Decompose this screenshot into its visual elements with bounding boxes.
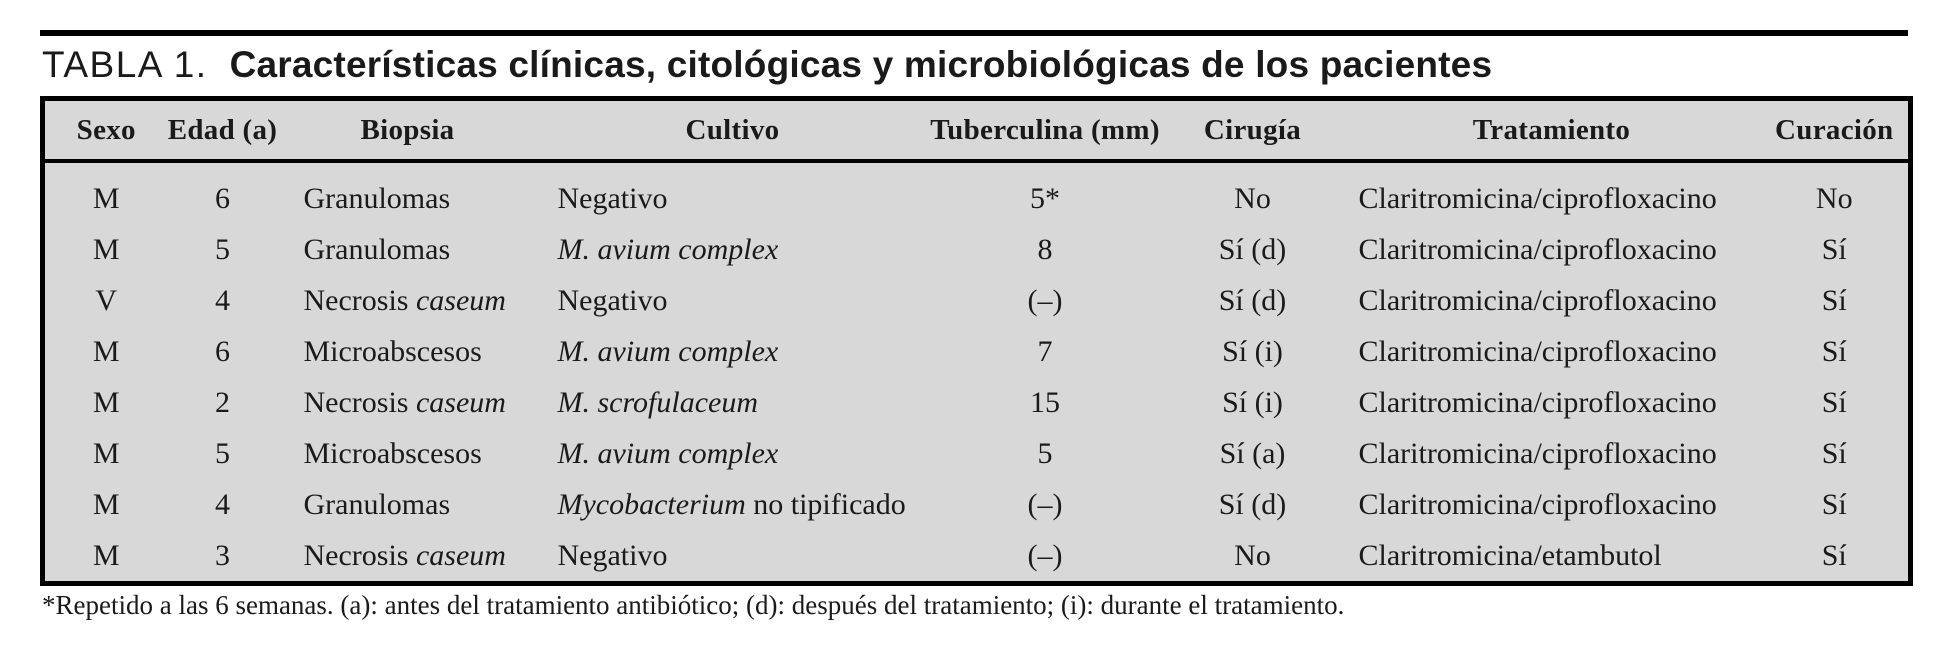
- table-body: M 6 Granulomas Negativo 5* No Claritromicina/c…: [43, 161, 1911, 584]
- table-row: M 6 Granulomas Negativo 5* No Claritromicina/c…: [43, 161, 1911, 224]
- cell-edad: 2: [215, 385, 230, 419]
- table-header-row: Sexo Edad (a) Biopsia Cultivo Tuberculin…: [42, 98, 1911, 163]
- cell-tratamiento: Claritromicina/ciprofloxacino: [1358, 334, 1717, 368]
- cell-cirugia: Sí (i): [1222, 385, 1283, 419]
- table-row: M 6 Microabscesos M. avium complex 7 Sí (i) Cl…: [43, 326, 1911, 377]
- table-row: M 2 Necrosis caseum M. scrofulaceum 15 Sí (i)…: [43, 377, 1911, 428]
- column-header-cultivo: Cultivo: [537, 98, 928, 163]
- cell-cultivo: Negativo: [557, 181, 668, 215]
- cell-tuberculina: 8: [1037, 232, 1053, 266]
- column-header-tuberculina: Tuberculina (mm): [927, 98, 1163, 163]
- cell-tuberculina: (–): [1027, 283, 1063, 317]
- column-header-sexo: Sexo: [42, 98, 168, 163]
- cell-sexo: M: [92, 232, 120, 266]
- cell-tuberculina: 7: [1037, 334, 1053, 368]
- table-row: M 5 Microabscesos M. avium complex 5 Sí (a) Cl…: [43, 428, 1911, 479]
- column-header-cirugia: Cirugía: [1162, 98, 1343, 163]
- cell-cirugia: No: [1234, 181, 1271, 215]
- cell-cirugia: No: [1234, 538, 1271, 572]
- table-row: M 3 Necrosis caseum Negativo (–) No Claritromi…: [43, 530, 1911, 584]
- cell-biopsia: Microabscesos: [303, 334, 482, 368]
- cell-biopsia: Necrosis caseum: [303, 283, 506, 317]
- cell-cultivo: M. scrofulaceum: [557, 385, 759, 419]
- column-header-biopsia: Biopsia: [277, 98, 538, 163]
- cell-sexo: M: [92, 487, 120, 521]
- top-rule: [40, 30, 1908, 36]
- cell-biopsia: Microabscesos: [303, 436, 482, 470]
- table-row: M 5 Granulomas M. avium complex 8 Sí (d) Clari…: [43, 224, 1911, 275]
- cell-biopsia: Granulomas: [303, 232, 451, 266]
- cell-tuberculina: 5: [1037, 436, 1053, 470]
- cell-curacion: Sí: [1821, 436, 1847, 470]
- cell-cirugia: Sí (a): [1219, 436, 1286, 470]
- table-caption: TABLA 1. Características clínicas, citoló…: [42, 42, 1492, 88]
- cell-cultivo: M. avium complex: [557, 436, 779, 470]
- cell-tratamiento: Claritromicina/ciprofloxacino: [1358, 232, 1717, 266]
- table-caption-title: Características clínicas, citológicas y …: [229, 44, 1493, 85]
- cell-curacion: Sí: [1821, 385, 1847, 419]
- cell-sexo: M: [92, 181, 120, 215]
- cell-tratamiento: Claritromicina/ciprofloxacino: [1358, 283, 1717, 317]
- cell-tratamiento: Claritromicina/ciprofloxacino: [1358, 436, 1717, 470]
- cell-sexo: M: [92, 538, 120, 572]
- cell-cirugia: Sí (d): [1218, 487, 1287, 521]
- cell-biopsia: Granulomas: [303, 181, 451, 215]
- cell-tratamiento: Claritromicina/ciprofloxacino: [1358, 181, 1717, 215]
- cell-tratamiento: Claritromicina/ciprofloxacino: [1358, 487, 1717, 521]
- table-caption-label: TABLA 1.: [42, 44, 208, 85]
- cell-cultivo: M. avium complex: [557, 334, 779, 368]
- cell-edad: 6: [215, 181, 230, 215]
- cell-tuberculina: 15: [1030, 385, 1060, 419]
- column-header-curacion: Curación: [1760, 98, 1911, 163]
- table-header: Sexo Edad (a) Biopsia Cultivo Tuberculin…: [42, 98, 1911, 163]
- table-row: M 4 Granulomas Mycobacterium no tipificado (…: [43, 479, 1911, 530]
- cell-tuberculina: (–): [1027, 487, 1063, 521]
- cell-tratamiento: Claritromicina/ciprofloxacino: [1358, 385, 1717, 419]
- cell-cirugia: Sí (i): [1222, 334, 1283, 368]
- cell-curacion: Sí: [1821, 538, 1847, 572]
- cell-edad: 4: [215, 283, 230, 317]
- cell-edad: 5: [215, 232, 230, 266]
- cell-cultivo: Negativo: [557, 283, 668, 317]
- cell-curacion: No: [1815, 181, 1853, 215]
- cell-tuberculina: (–): [1027, 538, 1063, 572]
- cell-sexo: M: [92, 334, 120, 368]
- table-container: Sexo Edad (a) Biopsia Cultivo Tuberculin…: [40, 96, 1913, 586]
- column-header-tratamiento: Tratamiento: [1342, 98, 1761, 163]
- cell-edad: 3: [215, 538, 230, 572]
- cell-sexo: V: [95, 283, 118, 317]
- column-header-edad: Edad (a): [167, 98, 278, 163]
- cell-tuberculina: 5*: [1030, 181, 1060, 215]
- cell-curacion: Sí: [1821, 334, 1847, 368]
- cell-cultivo: Negativo: [557, 538, 668, 572]
- patients-table: Sexo Edad (a) Biopsia Cultivo Tuberculin…: [40, 96, 1913, 586]
- cell-edad: 5: [215, 436, 230, 470]
- cell-curacion: Sí: [1821, 487, 1847, 521]
- cell-cultivo: M. avium complex: [557, 232, 779, 266]
- cell-biopsia: Necrosis caseum: [303, 385, 506, 419]
- cell-tratamiento: Claritromicina/etambutol: [1358, 538, 1662, 572]
- table-footnote: *Repetido a las 6 semanas. (a): antes de…: [42, 590, 1345, 620]
- cell-edad: 4: [215, 487, 230, 521]
- table-row: V 4 Necrosis caseum Negativo (–) Sí (d) Clarit…: [43, 275, 1911, 326]
- cell-edad: 6: [215, 334, 230, 368]
- cell-cultivo: Mycobacterium no tipificado: [557, 487, 906, 521]
- cell-sexo: M: [92, 436, 120, 470]
- cell-cirugia: Sí (d): [1218, 232, 1287, 266]
- cell-curacion: Sí: [1821, 232, 1847, 266]
- cell-curacion: Sí: [1821, 283, 1847, 317]
- cell-cirugia: Sí (d): [1218, 283, 1287, 317]
- cell-biopsia: Granulomas: [303, 487, 451, 521]
- cell-biopsia: Necrosis caseum: [303, 538, 506, 572]
- cell-sexo: M: [92, 385, 120, 419]
